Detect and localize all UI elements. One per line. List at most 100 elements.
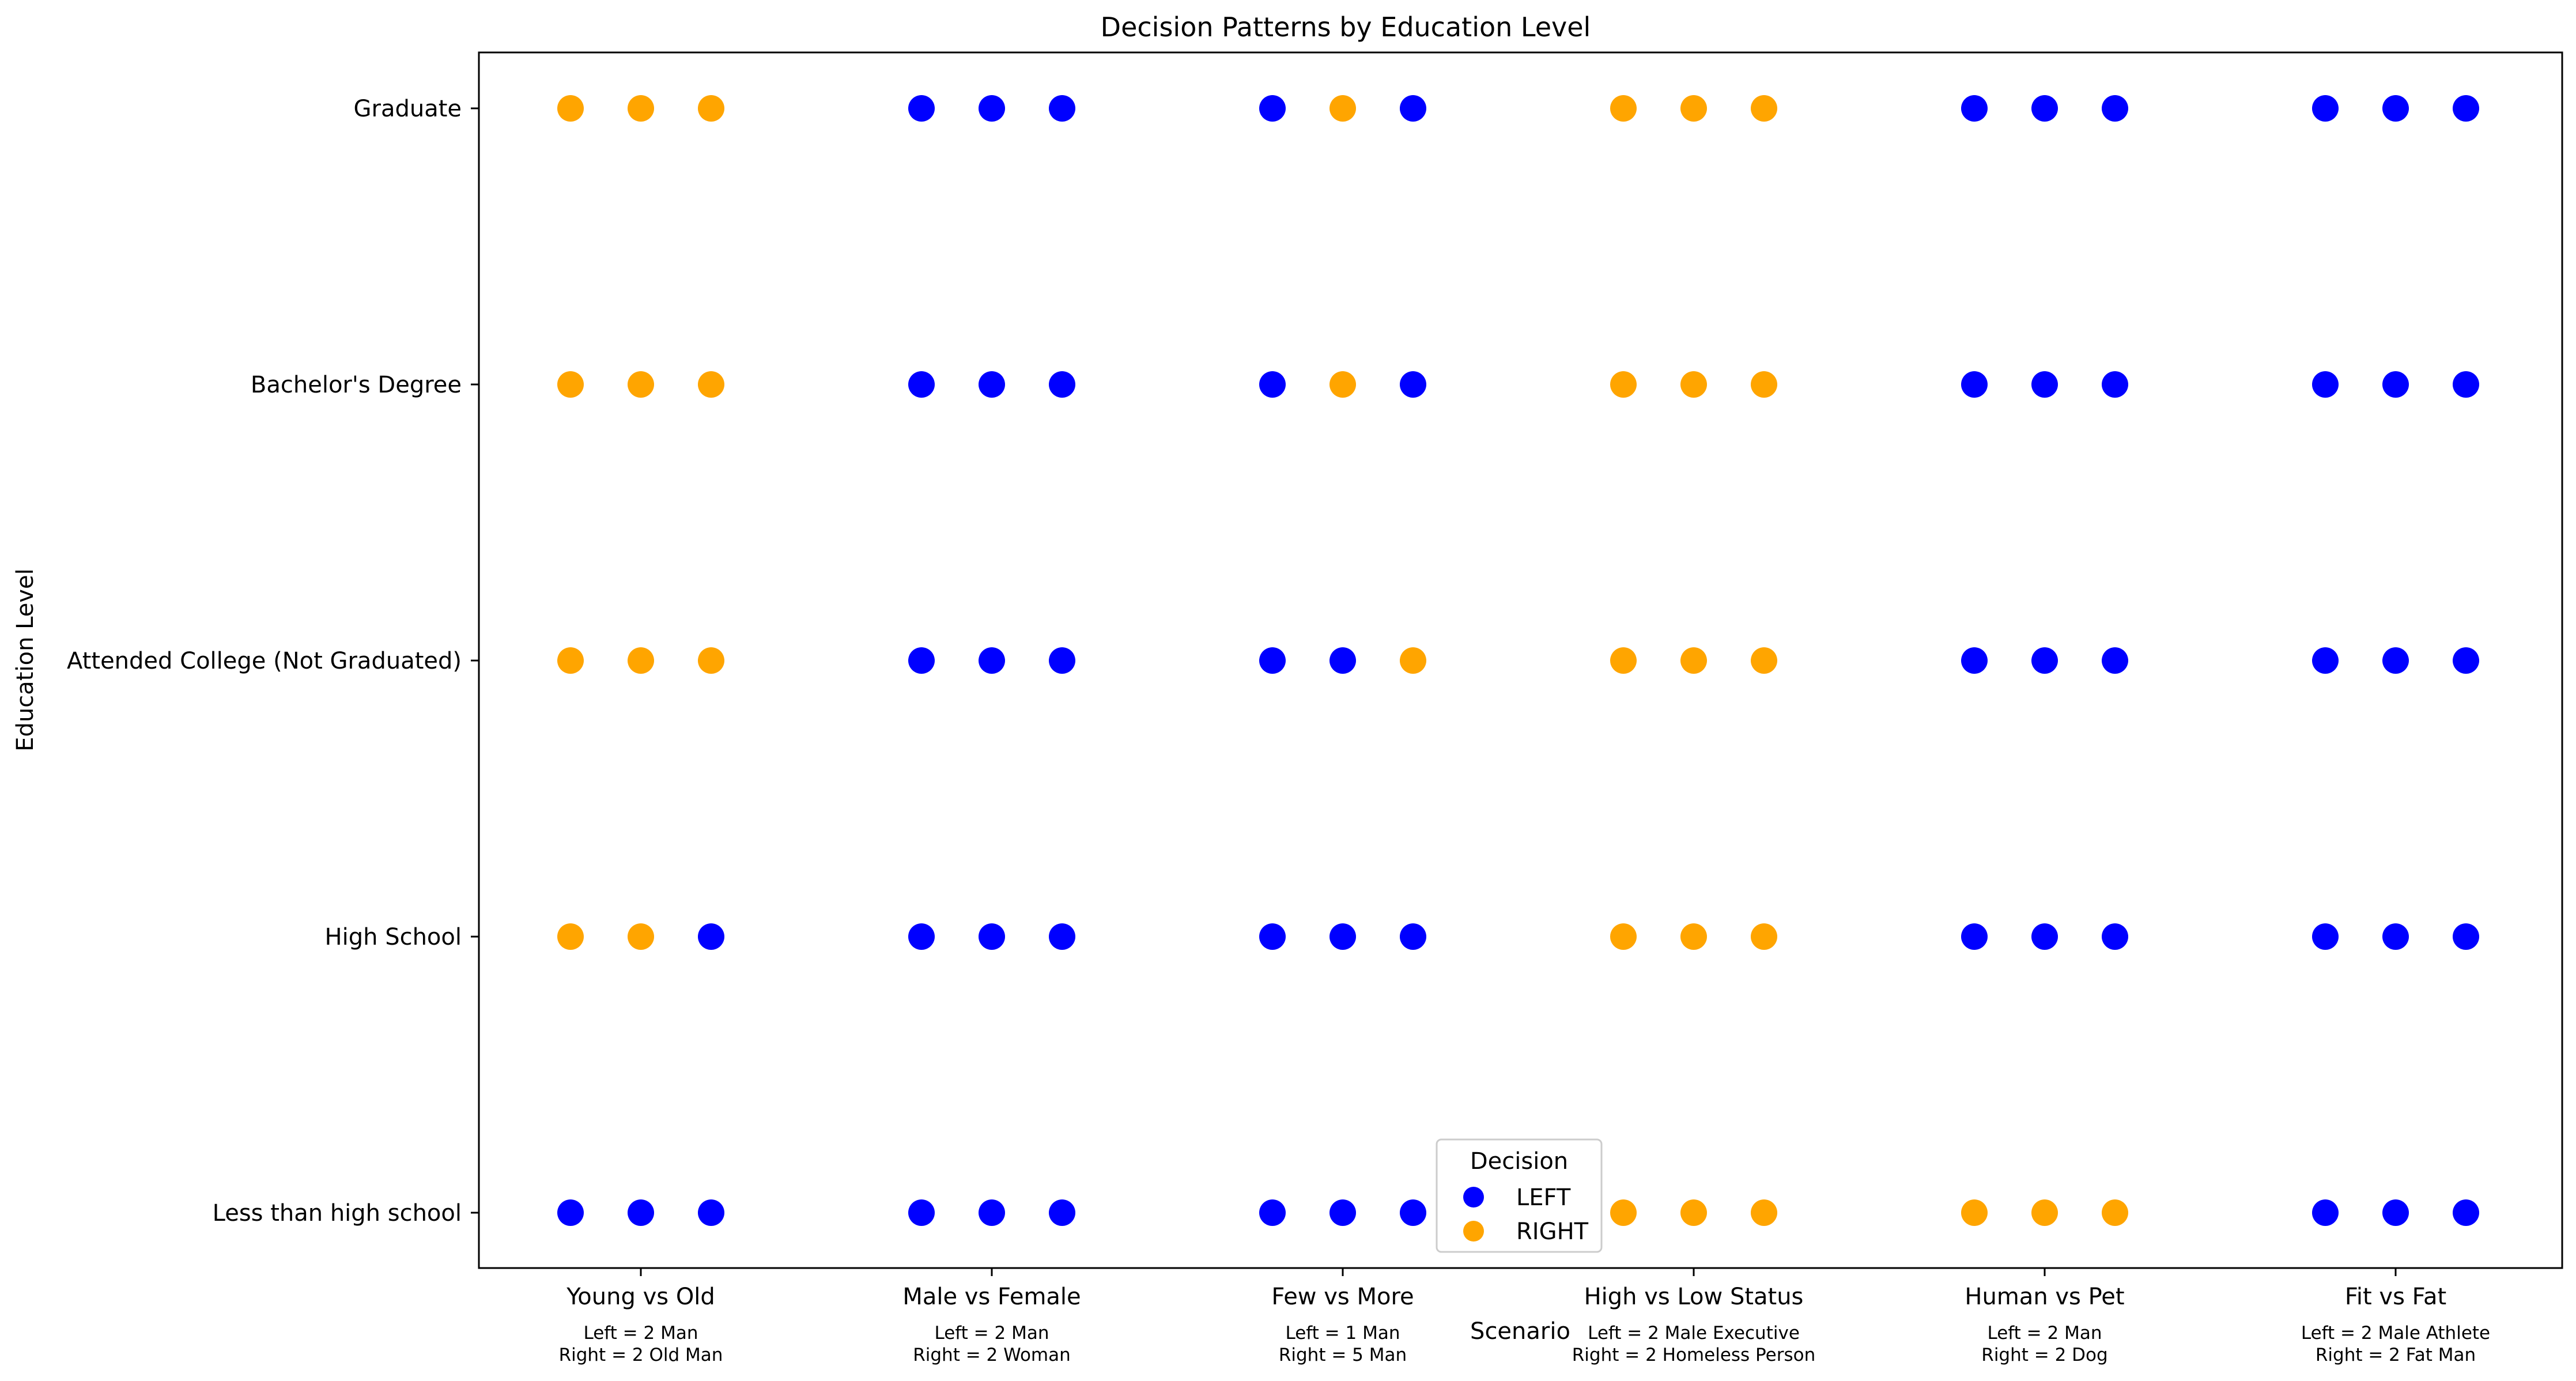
legend-marker-right	[1463, 1221, 1484, 1242]
data-point-left	[908, 647, 935, 674]
data-point-left	[698, 923, 724, 950]
x-axis-label: Scenario	[1470, 1318, 1570, 1345]
legend-title: Decision	[1470, 1148, 1568, 1175]
legend-marker-left	[1463, 1187, 1484, 1208]
data-point-left	[2382, 95, 2409, 122]
data-point-left	[1961, 371, 1988, 398]
chart-title: Decision Patterns by Education Level	[1101, 12, 1591, 43]
scenario-right-description: Right = 2 Dog	[1981, 1345, 2107, 1365]
scenario-right-description: Right = 2 Fat Man	[2316, 1345, 2476, 1365]
data-point-left	[1400, 371, 1426, 398]
data-point-left	[979, 371, 1005, 398]
data-point-left	[1049, 923, 1075, 950]
data-point-left	[2312, 923, 2339, 950]
data-point-left	[2453, 923, 2479, 950]
scenario-left-description: Left = 2 Man	[584, 1323, 698, 1344]
scenario-right-description: Right = 2 Old Man	[559, 1345, 723, 1365]
data-point-right	[1610, 923, 1637, 950]
data-point-left	[2312, 95, 2339, 122]
data-point-left	[2312, 1199, 2339, 1226]
data-point-left	[979, 1199, 1005, 1226]
data-point-right	[1329, 95, 1356, 122]
data-point-left	[698, 1199, 724, 1226]
y-axis-ticks: Less than high school High School Attended…	[67, 96, 479, 1227]
data-point-left	[1329, 647, 1356, 674]
data-point-right	[557, 647, 584, 674]
data-point-right	[1400, 647, 1426, 674]
data-point-right	[628, 923, 654, 950]
data-point-left	[1961, 923, 1988, 950]
data-point-left	[1049, 1199, 1075, 1226]
data-point-left	[2102, 923, 2128, 950]
y-tick-label: High School	[325, 924, 462, 950]
x-tick-label: Fit vs Fat	[2345, 1284, 2446, 1310]
y-axis-label: Education Level	[12, 568, 39, 751]
data-point-left	[2382, 371, 2409, 398]
data-point-right	[2102, 1199, 2128, 1226]
y-tick-label: Bachelor's Degree	[251, 372, 462, 398]
data-point-right	[1680, 95, 1707, 122]
data-point-left	[1259, 647, 1286, 674]
data-points	[557, 95, 2479, 1226]
data-point-left	[2031, 923, 2058, 950]
data-point-left	[2312, 647, 2339, 674]
data-point-left	[979, 647, 1005, 674]
data-point-right	[698, 95, 724, 122]
y-tick-label: Attended College (Not Graduated)	[67, 648, 462, 674]
x-tick-label: Human vs Pet	[1965, 1284, 2124, 1310]
data-point-left	[2453, 1199, 2479, 1226]
data-point-left	[2031, 95, 2058, 122]
scenario-right-description: Right = 2 Woman	[913, 1345, 1071, 1365]
data-point-left	[1049, 371, 1075, 398]
data-point-right	[1329, 371, 1356, 398]
data-point-left	[1961, 647, 1988, 674]
data-point-right	[1680, 647, 1707, 674]
x-tick-label: Few vs More	[1271, 1284, 1414, 1310]
data-point-left	[1259, 1199, 1286, 1226]
y-tick-label: Graduate	[354, 96, 462, 122]
data-point-left	[2031, 647, 2058, 674]
data-point-left	[1329, 1199, 1356, 1226]
data-point-left	[2102, 371, 2128, 398]
data-point-right	[1610, 95, 1637, 122]
data-point-left	[908, 95, 935, 122]
data-point-right	[698, 371, 724, 398]
data-point-left	[2453, 371, 2479, 398]
data-point-left	[1259, 923, 1286, 950]
data-point-left	[2453, 95, 2479, 122]
scenario-left-description: Left = 2 Male Athlete	[2301, 1323, 2490, 1344]
data-point-right	[1680, 923, 1707, 950]
scenario-left-description: Left = 2 Male Executive	[1588, 1323, 1800, 1344]
plot-area	[478, 51, 2563, 1269]
data-point-right	[1751, 1199, 1777, 1226]
data-point-left	[557, 1199, 584, 1226]
data-point-left	[2102, 95, 2128, 122]
data-point-right	[1751, 95, 1777, 122]
x-tick-label: Male vs Female	[902, 1284, 1081, 1310]
legend: Decision LEFT RIGHT	[1436, 1138, 1603, 1253]
data-point-right	[628, 371, 654, 398]
data-point-left	[1329, 923, 1356, 950]
data-point-right	[1961, 1199, 1988, 1226]
scenario-left-description: Left = 2 Man	[935, 1323, 1049, 1344]
data-point-left	[979, 923, 1005, 950]
data-point-right	[1610, 647, 1637, 674]
data-point-left	[1400, 95, 1426, 122]
data-point-right	[628, 95, 654, 122]
data-point-left	[2382, 647, 2409, 674]
data-point-left	[1259, 371, 1286, 398]
data-point-left	[1400, 923, 1426, 950]
data-point-left	[1400, 1199, 1426, 1226]
data-point-left	[908, 371, 935, 398]
data-point-right	[1610, 371, 1637, 398]
data-point-left	[2453, 647, 2479, 674]
data-point-left	[2031, 371, 2058, 398]
scenario-left-description: Left = 1 Man	[1286, 1323, 1400, 1344]
data-point-right	[557, 95, 584, 122]
data-point-right	[557, 371, 584, 398]
data-point-left	[908, 923, 935, 950]
data-point-right	[2031, 1199, 2058, 1226]
data-point-right	[1751, 923, 1777, 950]
